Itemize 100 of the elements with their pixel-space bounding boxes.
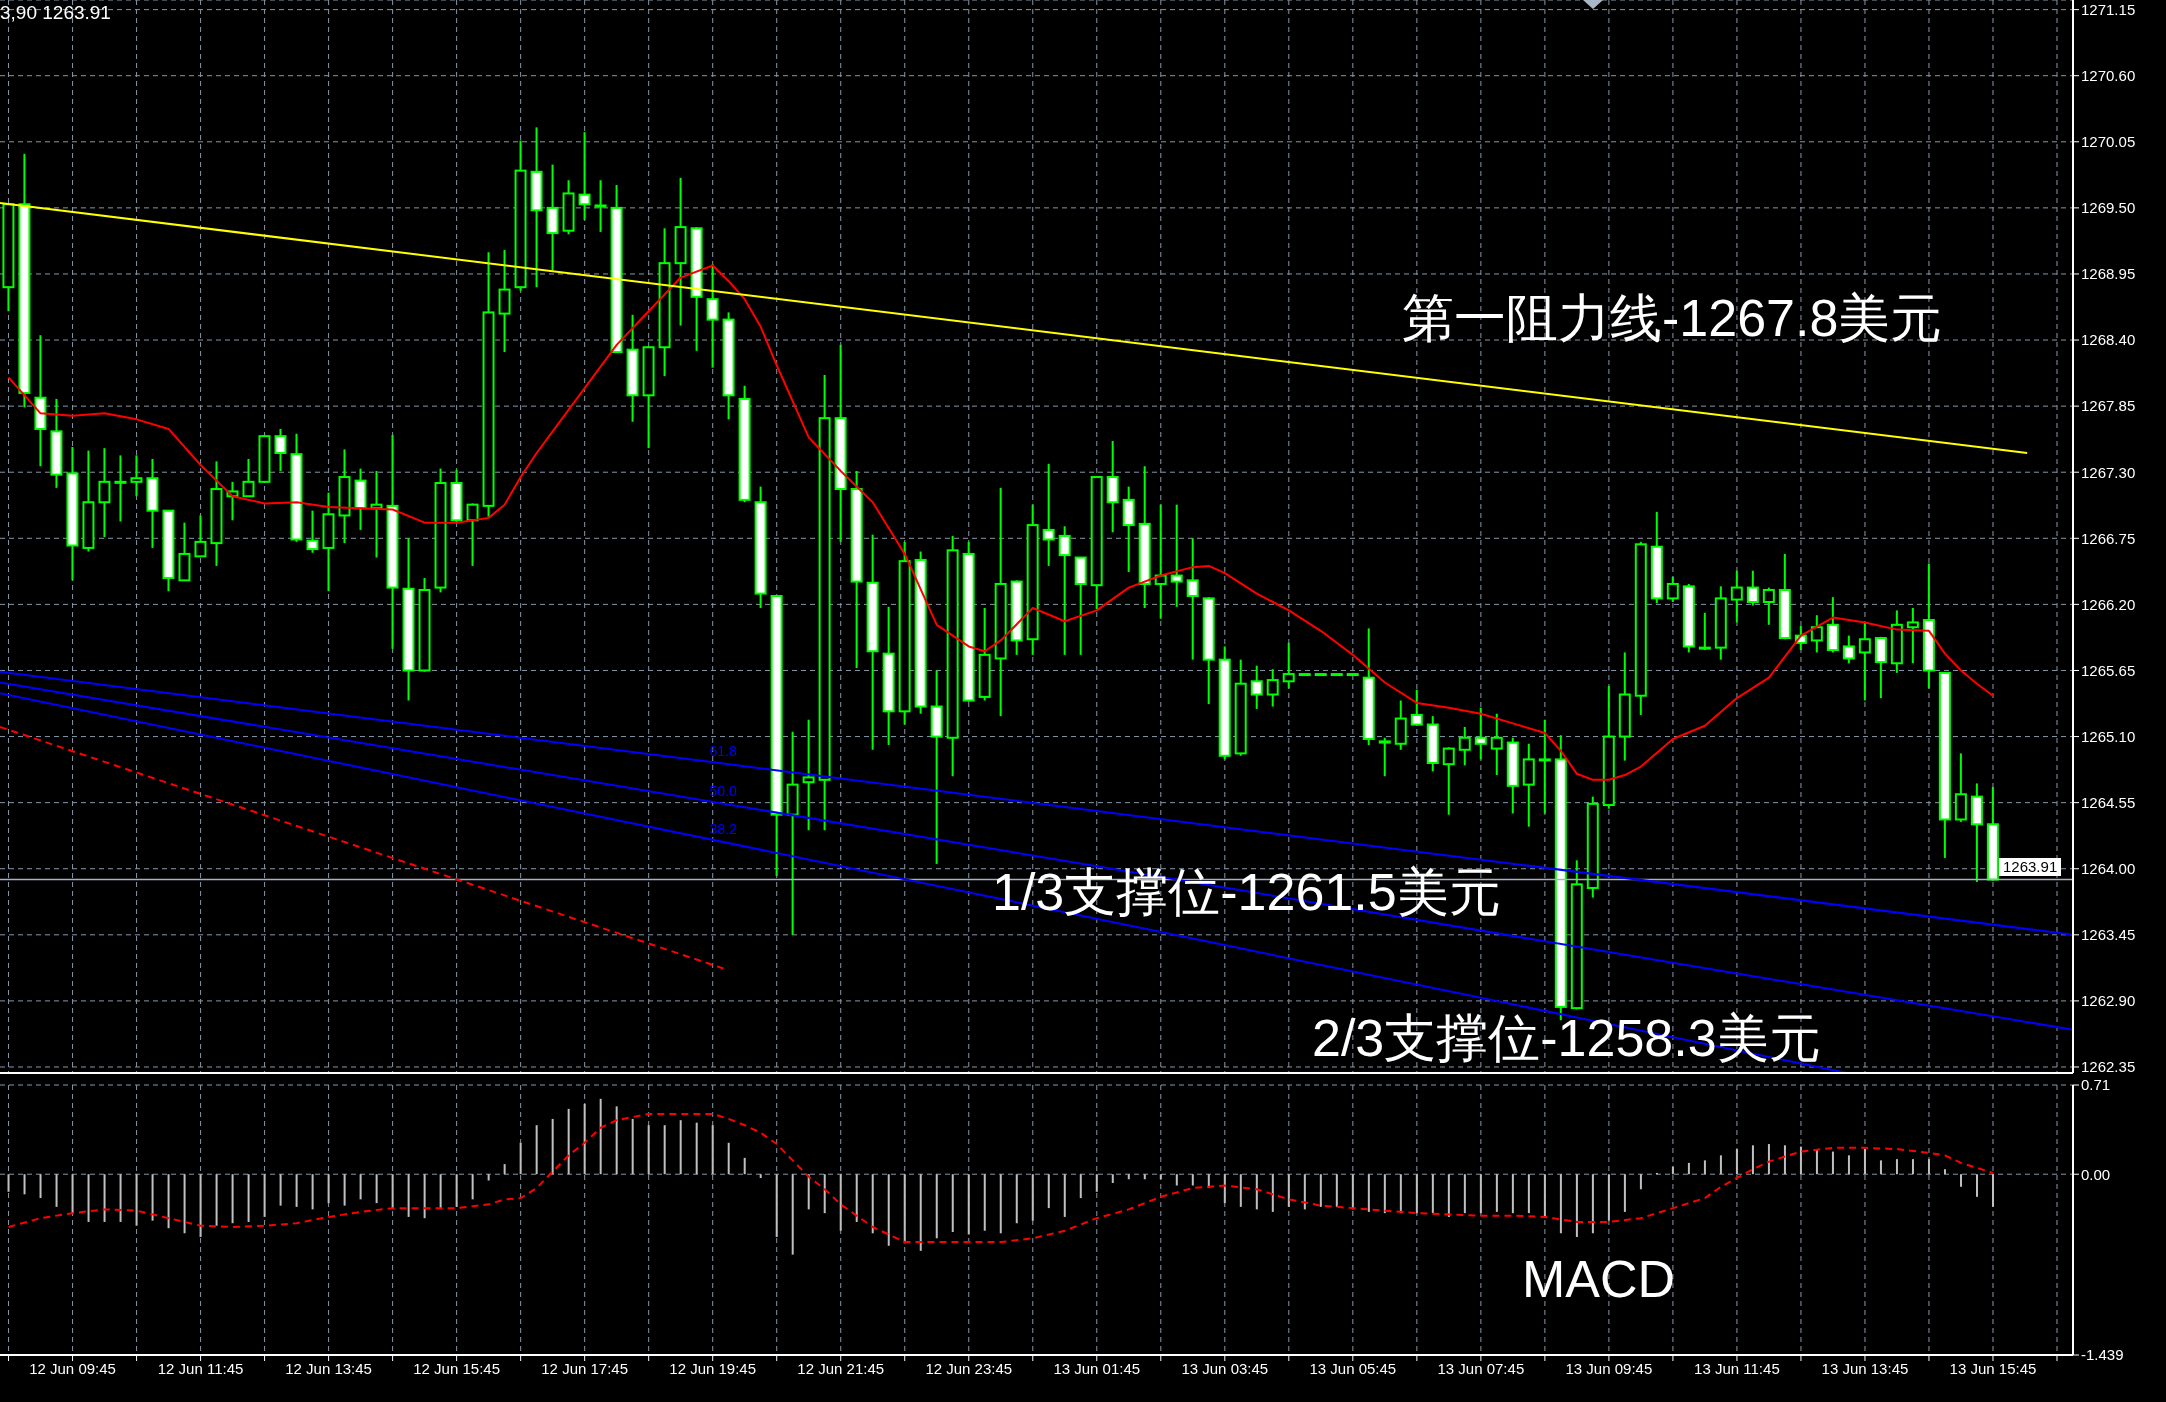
bar <box>151 1174 154 1221</box>
bar <box>1687 1162 1690 1175</box>
bar <box>343 1174 346 1206</box>
bar <box>1975 1174 1978 1197</box>
bar <box>487 1174 490 1181</box>
y-tick-label: 1267.30 <box>2081 463 2136 481</box>
bar <box>1335 1174 1338 1207</box>
bar <box>1495 1174 1498 1212</box>
bar <box>1815 1149 1818 1175</box>
candlestick <box>1842 634 1855 665</box>
bar <box>1959 1174 1962 1187</box>
x-tick-label: 13 Jun 13:45 <box>1821 1359 1909 1377</box>
bar <box>1527 1174 1530 1214</box>
candlestick <box>1186 537 1199 661</box>
bar <box>759 1174 762 1178</box>
bar <box>1751 1145 1754 1175</box>
bar <box>1255 1174 1258 1210</box>
bar <box>935 1174 938 1239</box>
y-tick-label: 1267.85 <box>2081 397 2136 415</box>
candlestick <box>1762 586 1775 626</box>
bar <box>1191 1174 1194 1186</box>
bar <box>183 1174 186 1234</box>
candlestick <box>1810 614 1823 654</box>
bar <box>679 1120 682 1175</box>
bar <box>663 1125 666 1175</box>
x-tick-label: 12 Jun 17:45 <box>541 1359 629 1377</box>
bar <box>1479 1174 1482 1214</box>
bar <box>871 1174 874 1234</box>
y-tick-label: 1269.50 <box>2081 199 2136 217</box>
candlestick <box>1906 606 1919 665</box>
y-tick-label: 1268.40 <box>2081 331 2136 349</box>
candlestick <box>1474 706 1487 761</box>
candlestick <box>1378 736 1391 778</box>
candlestick <box>1730 569 1743 624</box>
bar <box>1319 1174 1322 1207</box>
y-tick-label: 1266.75 <box>2081 529 2136 547</box>
bar <box>919 1174 922 1251</box>
bar <box>167 1174 170 1229</box>
bar <box>743 1157 746 1175</box>
bar <box>1143 1174 1146 1180</box>
y-tick-label: 0.71 <box>2081 1076 2111 1094</box>
y-tick-label: 1262.35 <box>2081 1058 2136 1076</box>
bar <box>391 1174 394 1209</box>
bar <box>903 1174 906 1244</box>
candlestick <box>194 514 207 558</box>
bar <box>231 1174 234 1224</box>
bar <box>1991 1174 1994 1207</box>
candlestick <box>1666 575 1679 603</box>
bar <box>1895 1159 1898 1175</box>
bar <box>1719 1155 1722 1175</box>
bar <box>87 1174 90 1222</box>
bar <box>1127 1174 1130 1180</box>
candlestick <box>114 454 127 523</box>
bar <box>1511 1174 1514 1214</box>
x-tick-label: 13 Jun 09:45 <box>1565 1359 1653 1377</box>
bar <box>1943 1169 1946 1175</box>
bar <box>1703 1160 1706 1175</box>
bar <box>295 1174 298 1207</box>
bar <box>1047 1174 1050 1209</box>
bar <box>1863 1149 1866 1175</box>
bar <box>1031 1174 1034 1221</box>
bar <box>55 1174 58 1207</box>
bar <box>1463 1174 1466 1214</box>
bar <box>647 1125 650 1175</box>
bar <box>1399 1174 1402 1214</box>
bar <box>375 1174 378 1204</box>
bar <box>807 1174 810 1210</box>
y-tick-label: 1270.05 <box>2081 133 2136 151</box>
bar <box>439 1174 442 1209</box>
candlestick <box>1170 503 1183 608</box>
bar <box>1367 1174 1370 1212</box>
candlestick <box>1410 688 1423 727</box>
bar <box>983 1174 986 1231</box>
x-tick-label: 12 Jun 13:45 <box>285 1359 372 1377</box>
candlestick <box>274 427 287 473</box>
bar <box>519 1142 522 1175</box>
x-tick-label: 13 Jun 07:45 <box>1437 1359 1525 1377</box>
bar <box>1607 1174 1610 1221</box>
bar <box>247 1174 250 1222</box>
y-tick-label: 1262.90 <box>2081 992 2136 1010</box>
bar <box>1911 1159 1914 1175</box>
y-tick-label: 1263.45 <box>2081 926 2136 944</box>
bar <box>951 1174 954 1232</box>
bar <box>1783 1145 1786 1175</box>
x-tick-label: 13 Jun 01:45 <box>1053 1359 1141 1377</box>
candlestick <box>1250 664 1263 710</box>
bar <box>1175 1174 1178 1186</box>
bar <box>823 1174 826 1214</box>
candlestick <box>1058 525 1071 656</box>
ref-line-label: 1263.91 <box>1999 857 2062 877</box>
bar <box>471 1174 474 1200</box>
bar <box>1431 1174 1434 1214</box>
candlestick <box>1282 641 1295 690</box>
candlestick <box>242 458 255 498</box>
bar <box>1591 1174 1594 1234</box>
bar <box>1079 1174 1082 1199</box>
bar <box>1575 1174 1578 1238</box>
y-tick-label: 1265.10 <box>2081 727 2136 745</box>
candlestick <box>706 263 719 369</box>
bar <box>1879 1160 1882 1175</box>
